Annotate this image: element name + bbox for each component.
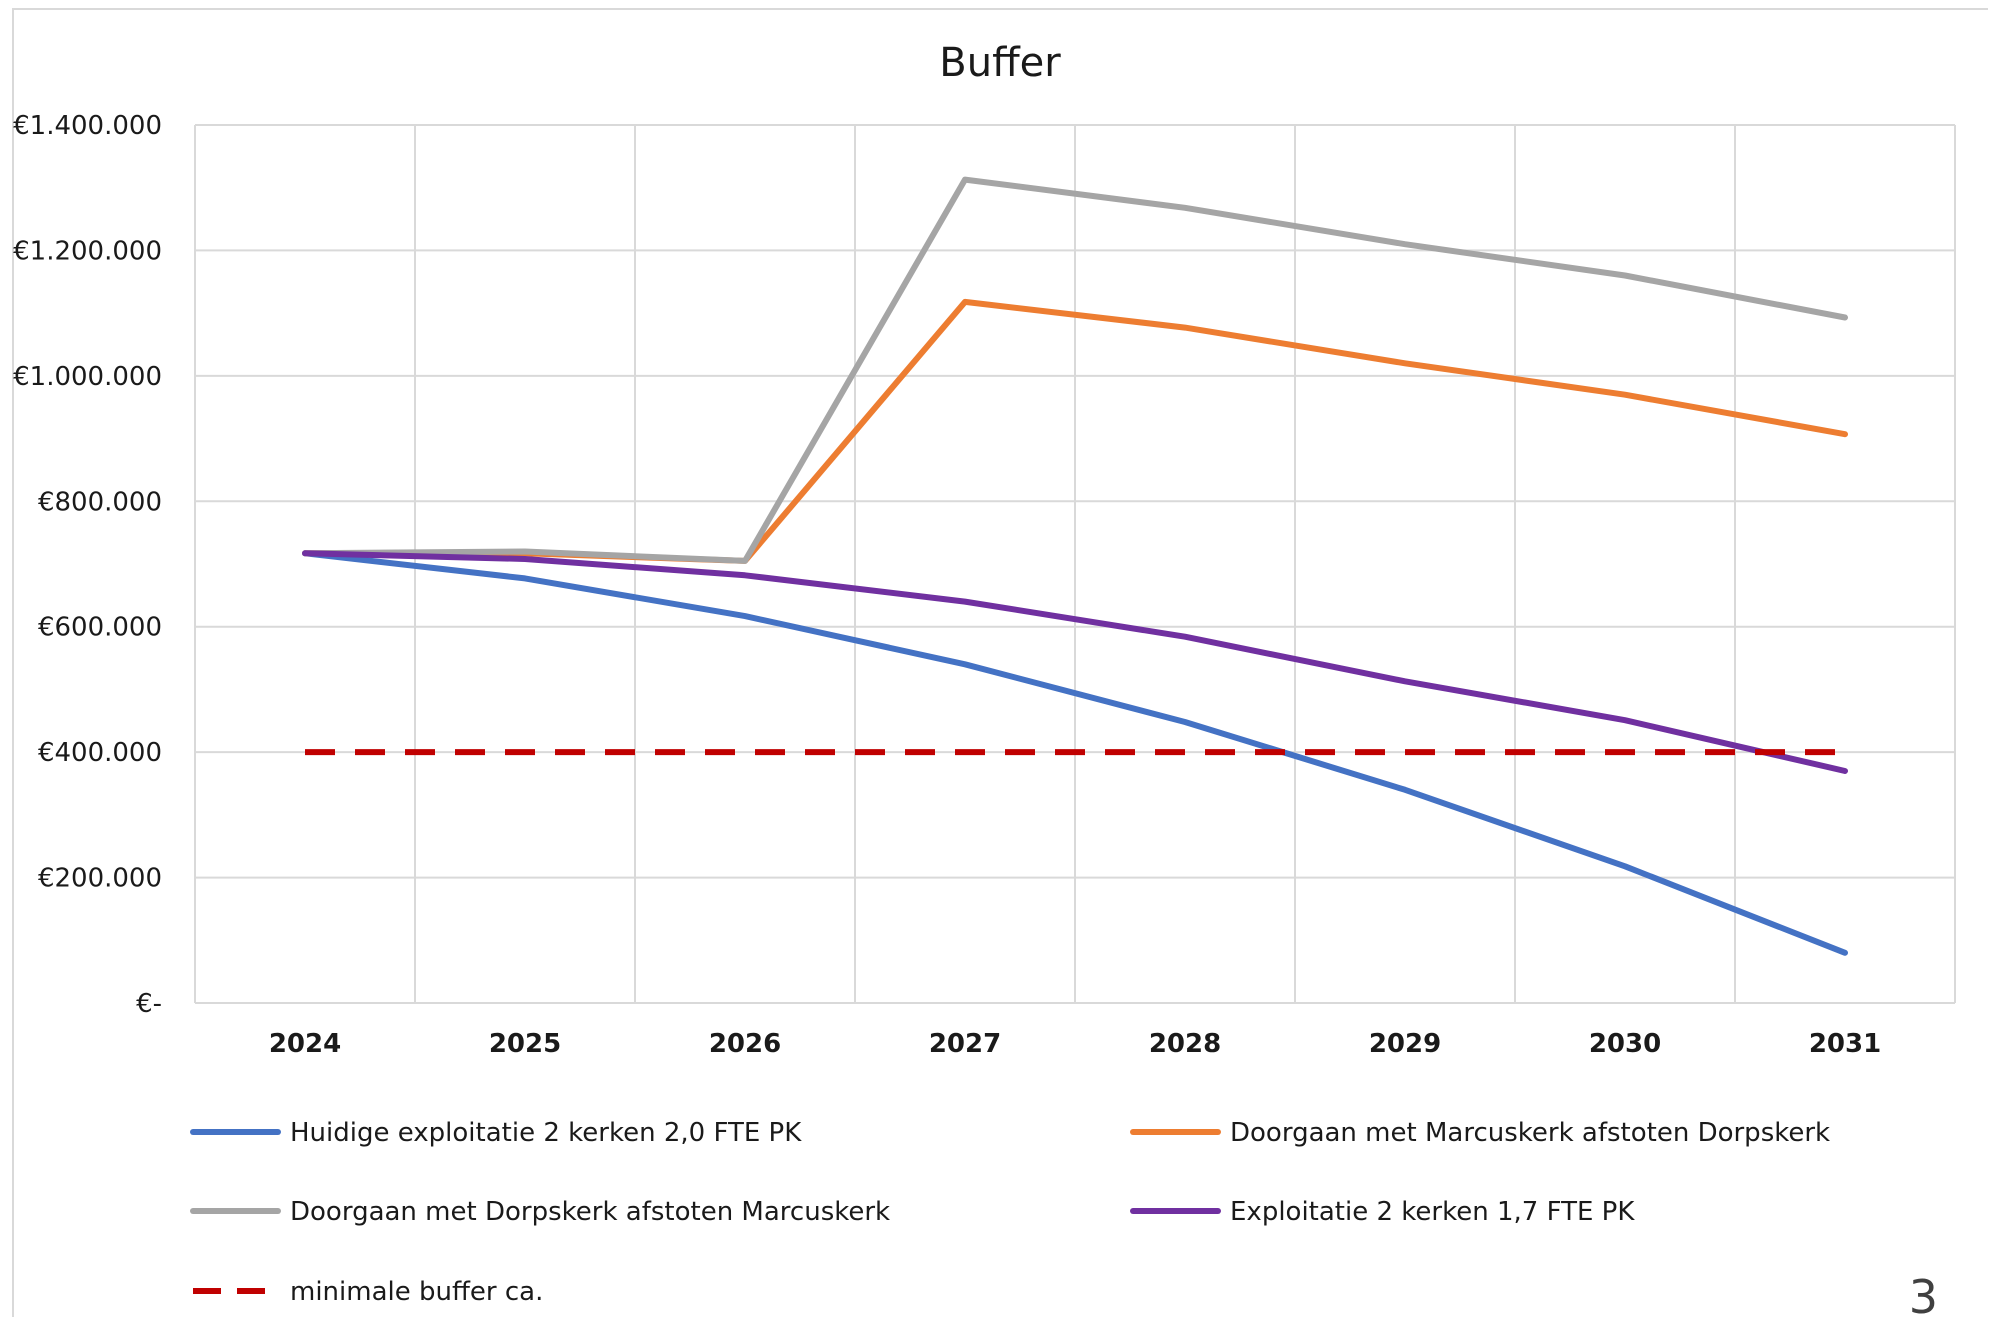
page-number: 3 bbox=[1909, 1270, 1938, 1324]
legend-item: Doorgaan met Marcuskerk afstoten Dorpske… bbox=[1130, 1118, 1830, 1148]
legend-item: Doorgaan met Dorpskerk afstoten Marcuske… bbox=[190, 1197, 890, 1227]
y-tick-label: €- bbox=[136, 989, 162, 1019]
y-tick-label: €200.000 bbox=[38, 864, 162, 894]
x-axis-ticks: 2024 2025 2026 2027 2028 2029 2030 2031 bbox=[269, 1029, 1881, 1059]
series-line-3 bbox=[302, 176, 1848, 564]
x-tick-label: 2031 bbox=[1809, 1029, 1881, 1059]
legend-item: minimale buffer ca. bbox=[193, 1277, 543, 1307]
y-tick-label: €1.200.000 bbox=[13, 236, 162, 266]
legend-label: Exploitatie 2 kerken 1,7 FTE PK bbox=[1230, 1197, 1635, 1227]
x-tick-label: 2030 bbox=[1589, 1029, 1661, 1059]
grid bbox=[194, 124, 1956, 1004]
y-tick-label: €800.000 bbox=[38, 487, 162, 517]
chart-frame bbox=[12, 8, 1988, 1317]
legend-item: Exploitatie 2 kerken 1,7 FTE PK bbox=[1130, 1197, 1635, 1227]
legend-item: Huidige exploitatie 2 kerken 2,0 FTE PK bbox=[190, 1118, 802, 1148]
y-tick-label: €600.000 bbox=[38, 613, 162, 643]
y-axis-ticks: €- €200.000 €400.000 €600.000 €800.000 €1.000… bbox=[13, 111, 162, 1019]
legend-label: minimale buffer ca. bbox=[290, 1277, 543, 1307]
series-lines bbox=[302, 176, 1848, 956]
x-tick-label: 2025 bbox=[489, 1029, 561, 1059]
series-line-4 bbox=[302, 550, 1848, 774]
x-tick-label: 2028 bbox=[1149, 1029, 1221, 1059]
y-tick-label: €400.000 bbox=[38, 738, 162, 768]
legend-label: Doorgaan met Dorpskerk afstoten Marcuske… bbox=[290, 1197, 890, 1227]
legend-label: Huidige exploitatie 2 kerken 2,0 FTE PK bbox=[290, 1118, 802, 1148]
y-tick-label: €1.000.000 bbox=[13, 362, 162, 392]
x-tick-label: 2027 bbox=[929, 1029, 1001, 1059]
y-tick-label: €1.400.000 bbox=[13, 111, 162, 141]
x-tick-label: 2026 bbox=[709, 1029, 781, 1059]
series-line-1 bbox=[302, 550, 1848, 956]
x-tick-label: 2029 bbox=[1369, 1029, 1441, 1059]
legend-label: Doorgaan met Marcuskerk afstoten Dorpske… bbox=[1230, 1118, 1830, 1148]
x-tick-label: 2024 bbox=[269, 1029, 341, 1059]
legend: Huidige exploitatie 2 kerken 2,0 FTE PK D… bbox=[190, 1118, 1830, 1307]
chart-title: Buffer bbox=[939, 40, 1061, 86]
